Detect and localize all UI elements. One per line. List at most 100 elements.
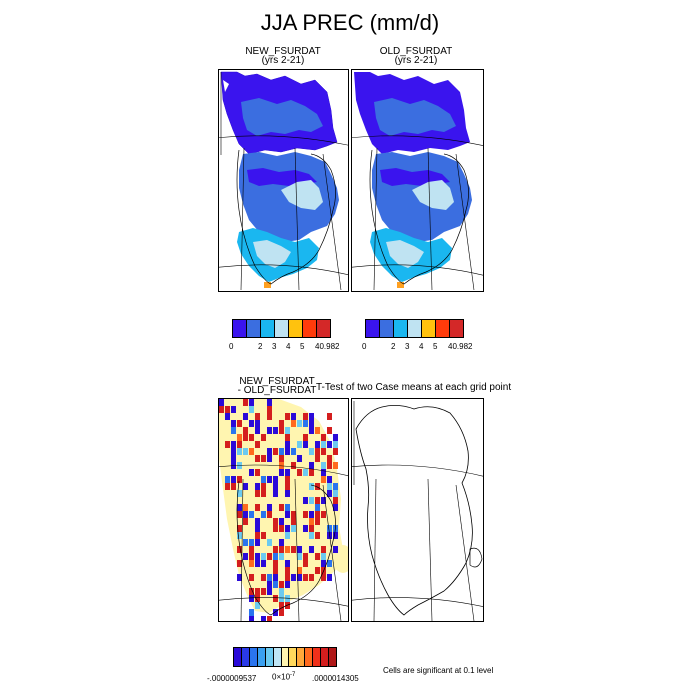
diff-cell — [231, 476, 236, 483]
diff-cell — [261, 434, 266, 441]
diff-cell — [315, 497, 320, 504]
region-interior-light — [281, 180, 323, 210]
diff-cell — [249, 511, 254, 518]
diff-cell — [261, 455, 266, 462]
diff-cell — [291, 525, 296, 532]
diff-cell — [273, 567, 278, 574]
diff-cell — [273, 448, 278, 455]
diff-cell — [249, 595, 254, 602]
gridline-lat-1 — [352, 135, 483, 146]
diff-cell — [261, 476, 266, 483]
diff-cell — [321, 448, 326, 455]
cbar-old-label-4: 5 — [433, 342, 438, 351]
diff-panel-title: NEW_FSURDAT - OLD_FSURDAT — [222, 377, 332, 396]
diff-title-line2: - OLD_FSURDAT — [237, 385, 317, 396]
diff-cell — [327, 476, 332, 483]
diff-cell — [315, 553, 320, 560]
island-outline — [469, 547, 483, 568]
gridline-lon-1 — [240, 478, 244, 621]
colorbar-new-swatch-4 — [289, 320, 303, 337]
diff-cell — [333, 448, 338, 455]
diff-cell — [237, 532, 242, 539]
cbar-new-label-1: 2 — [258, 342, 263, 351]
diff-cell — [333, 462, 338, 469]
diff-cell — [273, 525, 278, 532]
diff-cell — [267, 476, 272, 483]
diff-cell — [285, 413, 290, 420]
diff-cell — [249, 406, 254, 413]
diff-cell — [261, 560, 266, 567]
diff-cell — [267, 448, 272, 455]
diff-cell — [237, 476, 242, 483]
region-north-mid — [374, 98, 456, 136]
diff-cell — [249, 469, 254, 476]
diff-cell — [315, 427, 320, 434]
cbar-new-label-0: 0 — [229, 342, 234, 351]
diff-cell — [237, 511, 242, 518]
gridline-lat-2 — [352, 597, 483, 607]
diff-cell — [297, 420, 302, 427]
diff-cell — [243, 434, 248, 441]
diff-cell — [231, 441, 236, 448]
diff-cell — [309, 462, 314, 469]
diff-cell — [249, 399, 254, 406]
panel-title-new-years: (yrs 2-21) — [261, 55, 305, 66]
cbar-diff-label-mid-exp: -7 — [290, 672, 296, 678]
region-tip-orange — [264, 282, 271, 288]
diff-cell — [291, 511, 296, 518]
gridline-lat-1 — [352, 464, 483, 477]
diff-cell — [315, 532, 320, 539]
diff-cell — [303, 469, 308, 476]
diff-cell — [309, 448, 314, 455]
gridline-lon-2 — [294, 478, 300, 621]
diff-cell — [303, 560, 308, 567]
diff-cell — [327, 490, 332, 497]
diff-cell — [279, 427, 284, 434]
diff-cell — [327, 525, 332, 532]
diff-cell — [261, 553, 266, 560]
diff-cell — [243, 518, 248, 525]
diff-cell — [231, 406, 236, 413]
diff-cell — [309, 574, 314, 581]
diff-cell — [285, 567, 290, 574]
gridline-lon-3 — [322, 153, 342, 291]
diff-cell — [279, 504, 284, 511]
panel-title-old: OLD_FSURDAT (yrs 2-21) — [352, 47, 480, 66]
diff-cell — [273, 560, 278, 567]
colorbar-old-swatch-6 — [450, 320, 463, 337]
colorbar-old-swatch-1 — [380, 320, 394, 337]
diff-cell — [225, 406, 230, 413]
diff-cell — [309, 469, 314, 476]
diff-cell — [333, 434, 338, 441]
diff-cell — [285, 546, 290, 553]
diff-cell — [261, 574, 266, 581]
gridline-lon-1 — [373, 147, 378, 291]
diff-cell — [225, 476, 230, 483]
diff-cell — [267, 511, 272, 518]
panel-title-old-years: (yrs 2-21) — [394, 55, 438, 66]
diff-cell — [327, 455, 332, 462]
coastline — [236, 149, 336, 285]
diff-cell — [279, 609, 284, 616]
diff-cell — [285, 525, 290, 532]
colorbar-old-swatch-3 — [408, 320, 422, 337]
diff-cell — [267, 406, 272, 413]
diff-cell — [297, 567, 302, 574]
diff-cell — [267, 455, 272, 462]
gridline-lat-1 — [219, 135, 348, 146]
diff-cell — [237, 448, 242, 455]
cbar-new-label-3: 4 — [286, 342, 291, 351]
region-north-mid — [241, 98, 323, 136]
diff-cell — [267, 616, 272, 621]
cbar-diff-label-right: .0000014305 — [312, 674, 359, 683]
colorbar-diff-swatch-10 — [313, 648, 322, 666]
diff-cell — [267, 413, 272, 420]
gridline-lat-2 — [219, 597, 348, 607]
colorbar-old-swatch-4 — [422, 320, 436, 337]
diff-cell — [237, 574, 242, 581]
diff-cell — [315, 455, 320, 462]
diff-cell — [261, 490, 266, 497]
diff-cell — [285, 602, 290, 609]
diff-cell — [309, 525, 314, 532]
colorbar-diff-swatch-5 — [273, 648, 282, 666]
